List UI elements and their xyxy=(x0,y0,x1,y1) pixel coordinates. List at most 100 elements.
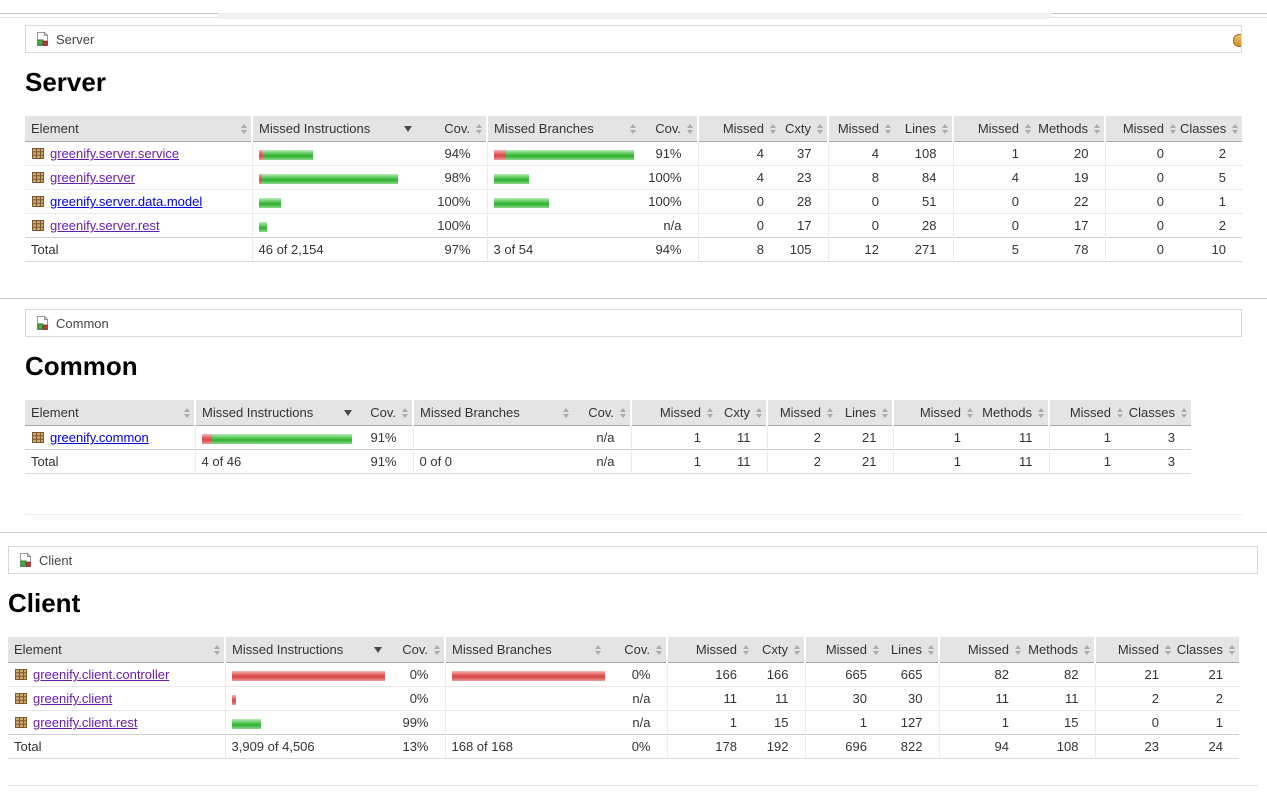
package-link[interactable]: greenify.server.rest xyxy=(50,218,160,233)
metric-value: 2 xyxy=(1218,218,1226,233)
sort-icon xyxy=(881,407,890,418)
metric-value: 21 xyxy=(1094,662,1175,687)
column-header-missed-branches[interactable]: Missed Branches xyxy=(486,116,640,142)
missed-bar xyxy=(258,149,263,160)
column-header-cov[interactable]: Cov. xyxy=(385,637,445,663)
sort-icon xyxy=(240,123,249,134)
package-icon xyxy=(15,693,27,704)
covered-bar xyxy=(258,221,267,232)
session-icon-partial[interactable] xyxy=(1233,34,1241,47)
column-header-cov[interactable]: Cov. xyxy=(640,116,698,142)
table-row: greenify.client.controller 0% 0% 166 166 665 6… xyxy=(8,662,1239,687)
column-header-label: Missed xyxy=(1069,405,1111,420)
column-header-missed[interactable]: Missed xyxy=(766,400,837,426)
column-header-lines[interactable]: Lines xyxy=(837,400,893,426)
column-header-element[interactable]: Element xyxy=(25,400,195,426)
column-header-missed[interactable]: Missed xyxy=(804,637,883,663)
total-branches-coverage: 94% xyxy=(640,237,698,262)
column-header-cov[interactable]: Cov. xyxy=(605,637,667,663)
column-header-cxty[interactable]: Cxty xyxy=(780,116,828,142)
column-header-label: Missed xyxy=(779,405,821,420)
element-cell: greenify.server xyxy=(25,165,252,190)
column-header-missed-instructions[interactable]: Missed Instructions xyxy=(251,116,415,142)
sort-icon xyxy=(1116,407,1125,418)
column-header-lines[interactable]: Lines xyxy=(895,116,953,142)
metric-value: 2 xyxy=(1180,141,1242,166)
column-header-element[interactable]: Element xyxy=(25,116,252,142)
column-header-label: Missed xyxy=(659,405,701,420)
metric-value: 1 xyxy=(892,425,977,450)
column-header-methods[interactable]: Methods xyxy=(1035,116,1105,142)
column-header-classes[interactable]: Classes xyxy=(1180,116,1242,142)
column-header-element[interactable]: Element xyxy=(8,637,225,663)
sort-icon xyxy=(1180,407,1189,418)
column-header-missed[interactable]: Missed xyxy=(952,116,1035,142)
column-header-label: Missed Branches xyxy=(494,121,594,136)
column-header-missed[interactable]: Missed xyxy=(1094,637,1175,663)
metric-value: 30 xyxy=(804,686,883,711)
column-header-cov[interactable]: Cov. xyxy=(415,116,487,142)
section-server: Server Server Element Missed Instructions… xyxy=(25,25,1267,262)
column-header-missed[interactable]: Missed xyxy=(630,400,717,426)
metric-value: 665 xyxy=(804,662,883,687)
sort-desc-icon xyxy=(374,645,383,655)
column-header-missed-branches[interactable]: Missed Branches xyxy=(444,637,605,663)
sort-icon xyxy=(655,644,664,655)
column-header-cxty[interactable]: Cxty xyxy=(717,400,767,426)
column-header-methods[interactable]: Methods xyxy=(1025,637,1095,663)
package-link[interactable]: greenify.client xyxy=(33,691,113,706)
metric-value: 21 xyxy=(862,430,877,445)
column-header-lines[interactable]: Lines xyxy=(883,637,939,663)
total-metric-value: 822 xyxy=(883,734,939,759)
instructions-coverage: 91% xyxy=(370,430,397,445)
column-header-label: Cov. xyxy=(624,642,650,657)
metric-value: 4 xyxy=(952,165,1035,190)
sort-icon xyxy=(1231,123,1240,134)
metric-value: 17 xyxy=(1074,218,1089,233)
column-header-missed[interactable]: Missed xyxy=(827,116,895,142)
column-header-cov[interactable]: Cov. xyxy=(355,400,413,426)
metric-value: 1 xyxy=(938,710,1025,735)
total-metric-value: 1 xyxy=(892,449,977,474)
metric-value: 0 xyxy=(1104,189,1180,214)
package-link[interactable]: greenify.server.data.model xyxy=(50,194,203,209)
sort-icon xyxy=(927,644,936,655)
metric-value: 0 xyxy=(827,213,895,238)
metric-value: 23 xyxy=(780,165,828,190)
covered-bar xyxy=(211,433,352,444)
column-header-missed[interactable]: Missed xyxy=(892,400,977,426)
package-link[interactable]: greenify.server xyxy=(50,170,136,185)
column-header-cov[interactable]: Cov. xyxy=(573,400,631,426)
section-common: Common Common Element Missed Instructions… xyxy=(25,309,1267,474)
covered-bar xyxy=(505,149,634,160)
sort-icon xyxy=(1014,644,1023,655)
column-header-missed[interactable]: Missed xyxy=(938,637,1025,663)
instructions-bar-cell xyxy=(251,189,415,214)
covered-bar xyxy=(262,149,313,160)
package-link[interactable]: greenify.server.service xyxy=(50,146,180,161)
metric-value: 8 xyxy=(827,165,895,190)
package-link[interactable]: greenify.common xyxy=(50,430,149,445)
column-header-classes[interactable]: Classes xyxy=(1175,637,1239,663)
column-header-missed[interactable]: Missed xyxy=(697,116,780,142)
column-header-classes[interactable]: Classes xyxy=(1127,400,1191,426)
sort-icon xyxy=(706,407,715,418)
column-header-missed-instructions[interactable]: Missed Instructions xyxy=(224,637,385,663)
package-link[interactable]: greenify.client.controller xyxy=(33,667,170,682)
column-header-cxty[interactable]: Cxty xyxy=(753,637,805,663)
package-link[interactable]: greenify.client.rest xyxy=(33,715,138,730)
column-header-label: Cov. xyxy=(588,405,614,420)
missed-bar xyxy=(231,670,385,681)
column-header-missed[interactable]: Missed xyxy=(666,637,753,663)
metric-value: 0 xyxy=(1104,141,1180,166)
column-header-missed[interactable]: Missed xyxy=(1104,116,1180,142)
element-cell: greenify.client.rest xyxy=(8,711,225,735)
total-metric-value: 11 xyxy=(977,449,1049,474)
instructions-bar-cell xyxy=(224,710,385,735)
column-header-missed-instructions[interactable]: Missed Instructions xyxy=(194,400,355,426)
sort-icon xyxy=(629,123,638,134)
column-header-missed[interactable]: Missed xyxy=(1048,400,1127,426)
column-header-missed-branches[interactable]: Missed Branches xyxy=(412,400,573,426)
section-divider xyxy=(0,532,1267,533)
column-header-methods[interactable]: Methods xyxy=(977,400,1049,426)
